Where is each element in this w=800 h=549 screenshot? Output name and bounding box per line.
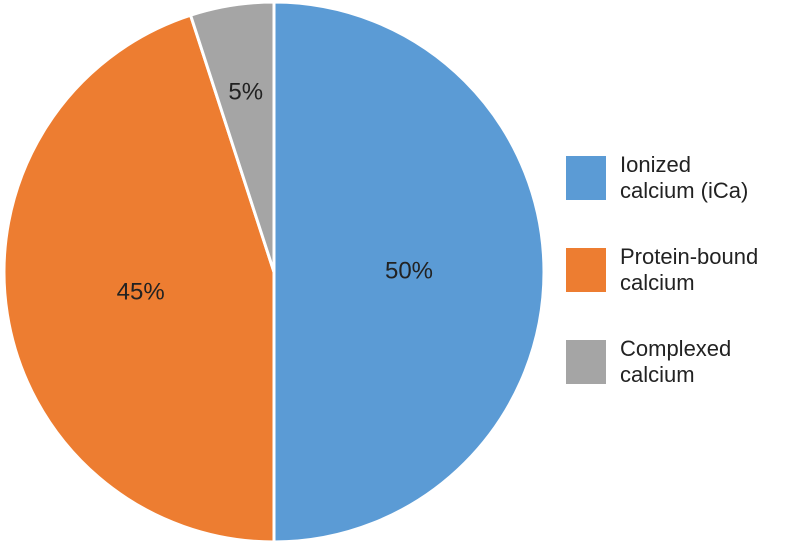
legend-label: Ionized calcium (iCa)	[620, 152, 749, 203]
legend-swatch	[566, 248, 606, 292]
data-label: 45%	[117, 278, 165, 305]
pie-slice	[2, 13, 276, 544]
legend: Ionized calcium (iCa) Protein-bound calci…	[566, 0, 800, 549]
pie-slice	[188, 0, 276, 273]
legend-item: Ionized calcium (iCa)	[566, 152, 770, 204]
pie-slice	[272, 0, 546, 544]
legend-label: Complexed calcium	[620, 336, 732, 387]
legend-item: Complexed calcium	[566, 336, 770, 388]
legend-swatch	[566, 156, 606, 200]
legend-label: Protein-bound calcium	[620, 244, 759, 295]
legend-swatch	[566, 340, 606, 384]
data-label: 5%	[228, 79, 263, 106]
data-label: 50%	[385, 257, 433, 284]
legend-item: Protein-bound calcium	[566, 244, 770, 296]
pie-chart: 50% 45% 5%	[2, 0, 546, 544]
